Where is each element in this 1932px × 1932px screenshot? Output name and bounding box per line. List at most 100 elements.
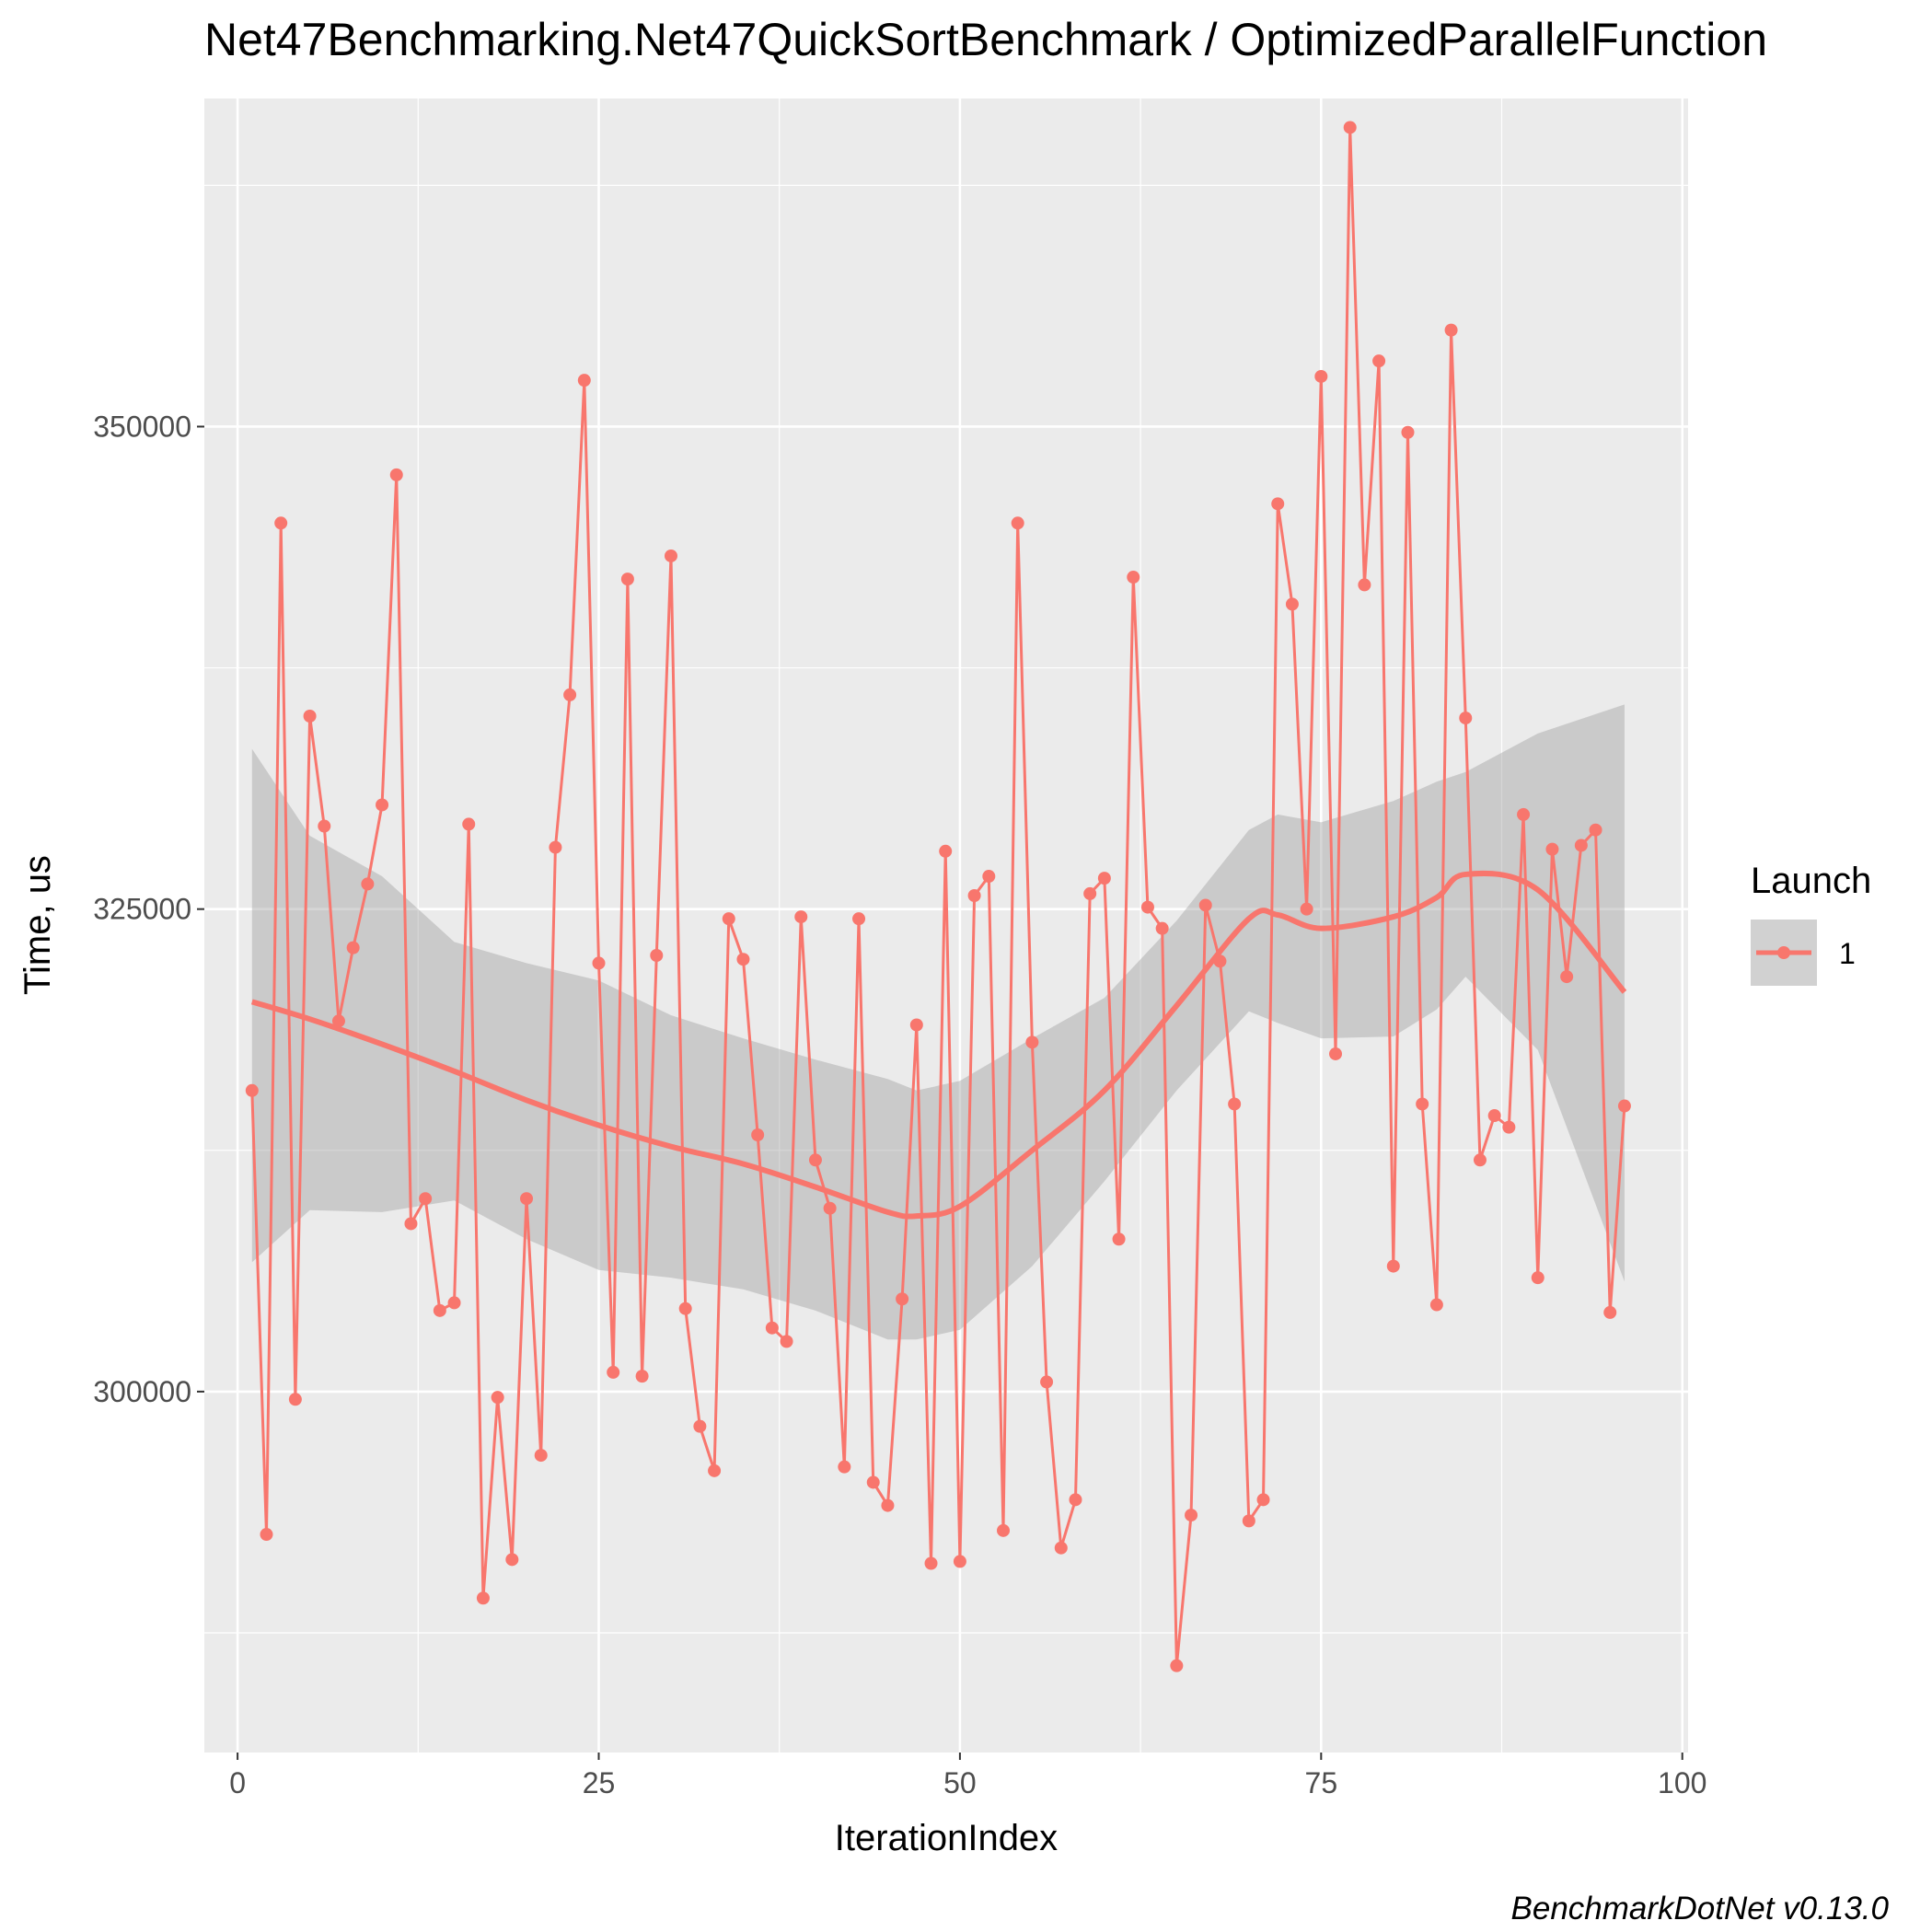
data-point [274, 516, 288, 530]
x-tick-label: 75 [1305, 1766, 1338, 1799]
x-tick-label: 100 [1658, 1766, 1706, 1799]
data-point [1300, 902, 1313, 916]
data-point [534, 1449, 548, 1463]
data-point [1025, 1035, 1039, 1049]
data-point [1343, 121, 1357, 134]
data-point [967, 888, 981, 902]
data-point [1112, 1232, 1126, 1246]
x-axis-title: IterationIndex [835, 1818, 1058, 1858]
data-points [245, 121, 1631, 1672]
confidence-band [251, 704, 1625, 1340]
data-point [635, 1370, 649, 1383]
data-point [866, 1475, 880, 1489]
data-point [1487, 1109, 1501, 1123]
series-line-1 [250, 127, 1626, 1666]
caption: BenchmarkDotNet v0.13.0 [1511, 1891, 1890, 1926]
grid-minor [204, 98, 1688, 1753]
data-point [288, 1393, 302, 1406]
data-point [852, 912, 866, 926]
data-point [1358, 578, 1371, 592]
data-point [924, 1556, 938, 1570]
data-point [260, 1528, 273, 1542]
data-point [650, 949, 664, 963]
data-point [1603, 1305, 1617, 1319]
x-tick-label: 0 [229, 1766, 246, 1799]
data-point [1256, 1493, 1270, 1507]
data-point [736, 953, 750, 966]
data-point [708, 1463, 722, 1477]
data-point [447, 1296, 461, 1310]
data-point [1386, 1259, 1400, 1273]
data-point [1140, 900, 1154, 914]
y-tick-label: 325000 [93, 893, 191, 926]
data-point [245, 1083, 259, 1097]
data-point [376, 798, 389, 812]
data-point [1155, 921, 1169, 935]
legend: Launch 1 [1751, 861, 1871, 986]
data-point [1545, 842, 1559, 856]
data-point [607, 1365, 620, 1379]
data-point [982, 870, 996, 884]
data-point [939, 844, 953, 858]
data-point [318, 819, 331, 833]
data-point [823, 1201, 837, 1215]
data-point [389, 468, 403, 481]
data-point [1213, 954, 1227, 968]
confidence-ribbon [251, 704, 1625, 1340]
data-point [433, 1303, 446, 1317]
smooth-line [250, 870, 1627, 1220]
data-point [476, 1591, 490, 1605]
data-point [1097, 872, 1111, 885]
y-tick-label: 350000 [93, 410, 191, 443]
data-point [1127, 571, 1140, 584]
data-point [1314, 369, 1328, 383]
data-point [361, 877, 375, 891]
data-point [881, 1498, 895, 1512]
data-point [953, 1555, 966, 1568]
data-point [462, 817, 476, 831]
data-point [1560, 970, 1574, 984]
data-point [505, 1553, 519, 1567]
data-point [1517, 807, 1531, 821]
data-point [1574, 839, 1588, 852]
data-point [751, 1128, 765, 1142]
legend-key-point [1777, 946, 1790, 959]
series-layer [250, 127, 1626, 1666]
data-point [780, 1335, 793, 1348]
x-axis-ticks: 0 25 50 75 100 [229, 1753, 1706, 1799]
data-point [909, 1018, 923, 1032]
data-point [549, 840, 562, 854]
data-point [1372, 354, 1386, 368]
data-point [1617, 1099, 1631, 1113]
data-point [563, 688, 577, 701]
data-point [1069, 1493, 1082, 1507]
data-point [419, 1192, 433, 1206]
data-point [997, 1523, 1010, 1537]
data-point [1040, 1375, 1054, 1389]
data-point [1502, 1120, 1516, 1134]
data-point [303, 709, 317, 723]
y-tick-label: 300000 [93, 1375, 191, 1408]
data-point [1011, 516, 1024, 530]
data-point [520, 1192, 534, 1206]
data-point [1054, 1541, 1068, 1555]
x-tick-label: 25 [583, 1766, 616, 1799]
data-point [620, 573, 634, 586]
smooth-line-layer [250, 870, 1627, 1220]
data-point [1242, 1514, 1255, 1528]
legend-title: Launch [1751, 861, 1871, 901]
data-point [722, 912, 735, 926]
data-point [1444, 323, 1458, 337]
data-point [346, 941, 360, 954]
x-tick-label: 50 [943, 1766, 977, 1799]
data-point [1531, 1271, 1544, 1285]
data-point [1416, 1097, 1429, 1111]
data-point [491, 1391, 504, 1405]
data-point [1329, 1047, 1343, 1060]
data-point [1228, 1097, 1242, 1111]
data-point [765, 1321, 779, 1335]
data-point [592, 956, 606, 970]
data-point [1271, 497, 1285, 511]
data-point [1459, 711, 1473, 725]
